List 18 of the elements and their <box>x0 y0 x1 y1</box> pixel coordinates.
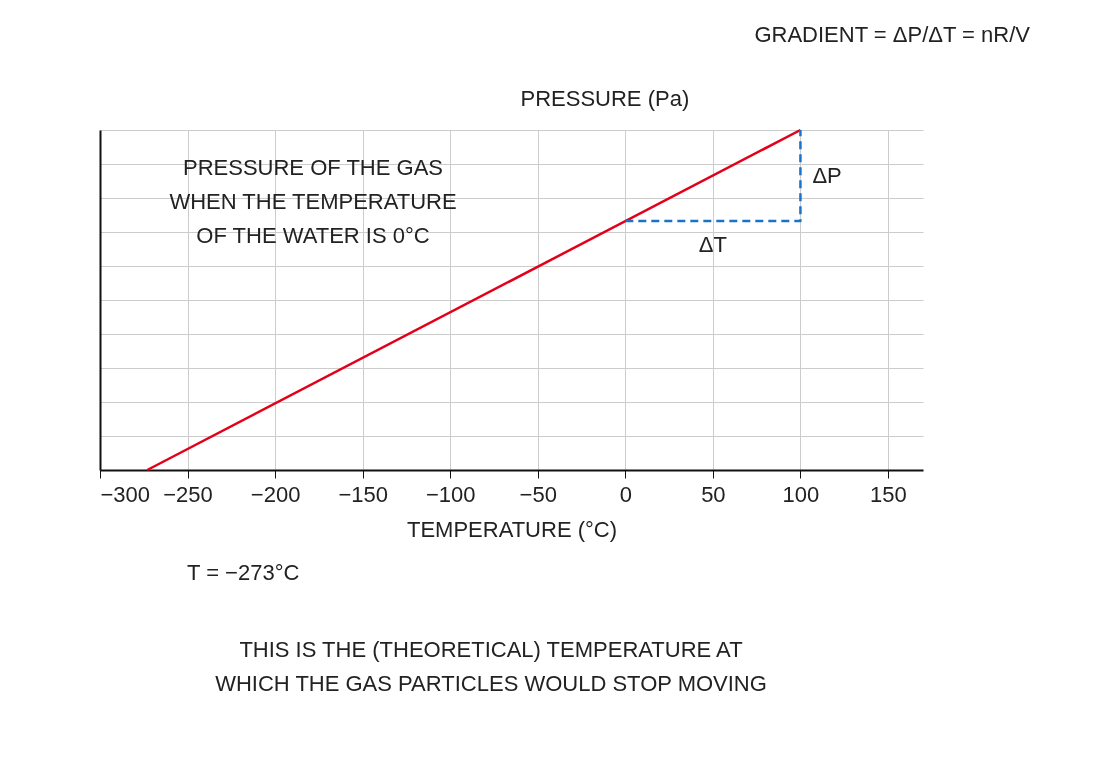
text: T = −273°C <box>187 560 300 585</box>
text: THIS IS THE (THEORETICAL) TEMPERATURE AT WHICH THE GAS PARTICLES WOULD STOP MOVING <box>215 637 767 696</box>
x-tick-label: −250 <box>163 481 213 507</box>
text: GRADIENT = ΔP/ΔT = nR/V <box>754 22 1031 47</box>
y-axis-title: PRESSURE (Pa) <box>520 85 690 111</box>
x-tick-label: −100 <box>425 481 476 507</box>
annotation: PRESSURE OF THE GAS WHEN THE TEMPERATURE OF THE WATER IS 0°C <box>169 155 457 248</box>
x-tick-label: −50 <box>519 481 557 507</box>
x-tick-label: 0 <box>619 481 632 507</box>
x-tick-label: −150 <box>338 481 388 507</box>
annotation: ΔT <box>698 232 727 258</box>
x-tick-label: −300 <box>100 481 151 507</box>
x-tick-label: 150 <box>870 481 907 507</box>
x-tick-label: 100 <box>782 481 820 507</box>
x-axis-title: TEMPERATURE (°C) <box>406 516 618 542</box>
x-tick-label: 50 <box>701 481 726 507</box>
annotation: ΔP <box>812 162 842 188</box>
x-tick-label: −200 <box>250 481 301 507</box>
